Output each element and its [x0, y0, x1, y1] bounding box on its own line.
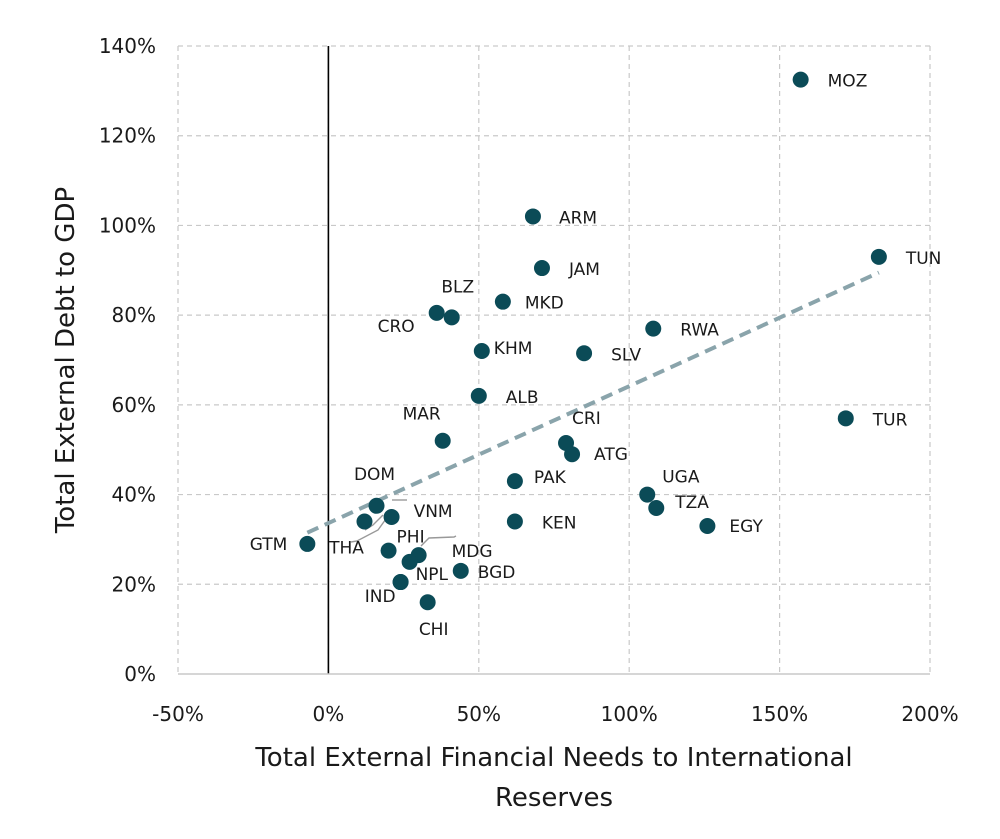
point-label-tha: THA: [328, 538, 364, 558]
data-point-mkd: [494, 293, 511, 310]
leader-line-1: [350, 511, 392, 543]
x-tick-label: 200%: [901, 702, 958, 726]
data-point-cro: [428, 304, 445, 321]
y-tick-label: 20%: [112, 572, 156, 596]
y-tick-label: 140%: [99, 34, 156, 58]
point-label-jam: JAM: [568, 260, 600, 280]
y-axis-title: Total External Debt to GDP: [51, 187, 81, 534]
x-tick-label: -50%: [152, 702, 204, 726]
point-label-mar: MAR: [403, 405, 441, 425]
point-label-moz: MOZ: [828, 72, 868, 92]
data-point-phi: [380, 542, 397, 559]
point-label-slv: SLV: [611, 345, 641, 365]
data-point-bgd: [452, 562, 469, 579]
data-point-mar: [434, 432, 451, 449]
point-label-egy: EGY: [729, 517, 763, 537]
point-label-phi: PHI: [397, 528, 425, 548]
point-label-khm: KHM: [494, 339, 533, 359]
data-points: [299, 71, 887, 611]
data-point-rwa: [645, 320, 662, 337]
data-point-uga: [639, 486, 656, 503]
x-tick-label: 50%: [457, 702, 501, 726]
point-label-pak: PAK: [534, 468, 567, 488]
x-tick-labels: -50% 0% 50% 100% 150% 200%: [152, 702, 958, 726]
point-label-vnm: VNM: [414, 502, 453, 522]
point-label-cri: CRI: [572, 409, 601, 429]
point-label-arm: ARM: [559, 208, 597, 228]
point-label-blz: BLZ: [441, 277, 474, 297]
data-point-khm: [473, 343, 490, 360]
data-point-vnm: [383, 509, 400, 525]
data-point-moz: [792, 71, 809, 88]
point-label-alb: ALB: [506, 388, 539, 408]
data-point-arm: [524, 208, 541, 225]
trend-line: [306, 270, 880, 535]
data-point-tha: [356, 513, 373, 530]
data-point-blz: [443, 309, 460, 326]
data-point-gtm: [299, 535, 316, 552]
point-label-tun: TUN: [905, 249, 942, 269]
y-tick-labels: 0% 20% 40% 60% 80% 100% 120% 140%: [99, 34, 156, 686]
point-label-ken: KEN: [542, 513, 577, 533]
point-label-cro: CRO: [378, 317, 415, 337]
data-point-atg: [564, 446, 581, 463]
data-point-alb: [470, 387, 487, 404]
x-tick-label: 100%: [601, 702, 658, 726]
y-tick-label: 100%: [99, 213, 156, 237]
data-point-dom: [368, 497, 385, 514]
point-label-tur: TUR: [872, 410, 908, 430]
data-point-tza: [648, 500, 665, 517]
point-label-mkd: MKD: [525, 294, 564, 314]
data-point-tun: [870, 248, 887, 265]
grid: [177, 45, 931, 674]
point-label-tza: TZA: [674, 493, 709, 513]
data-point-ind: [392, 574, 409, 591]
data-point: [401, 553, 418, 570]
data-point-tur: [837, 410, 854, 427]
x-axis-title-line-2: Reserves: [495, 783, 613, 813]
x-tick-label: 0%: [313, 702, 345, 726]
point-label-atg: ATG: [594, 445, 628, 465]
point-label-npl: NPL: [416, 565, 449, 585]
data-point-egy: [699, 517, 716, 534]
data-point-slv: [576, 345, 593, 362]
x-tick-label: 150%: [751, 702, 808, 726]
point-label-gtm: GTM: [250, 535, 288, 555]
y-tick-label: 120%: [99, 124, 156, 148]
y-tick-label: 80%: [112, 303, 156, 327]
point-label-chi: CHI: [419, 620, 449, 640]
data-point-ken: [506, 513, 523, 530]
data-point-jam: [533, 260, 550, 277]
data-point-chi: [419, 594, 436, 611]
point-label-ind: IND: [365, 587, 396, 607]
point-label-mdg: MDG: [452, 542, 493, 562]
point-label-dom: DOM: [354, 465, 395, 485]
point-label-bgd: BGD: [478, 563, 516, 583]
data-point-pak: [506, 473, 523, 490]
y-tick-label: 0%: [124, 662, 156, 686]
x-axis-title-line-1: Total External Financial Needs to Intern…: [254, 743, 852, 773]
point-label-rwa: RWA: [680, 321, 719, 341]
y-tick-label: 40%: [112, 483, 156, 507]
y-tick-label: 60%: [112, 393, 156, 417]
leader-line-0: [420, 535, 457, 547]
point-label-uga: UGA: [662, 468, 700, 488]
